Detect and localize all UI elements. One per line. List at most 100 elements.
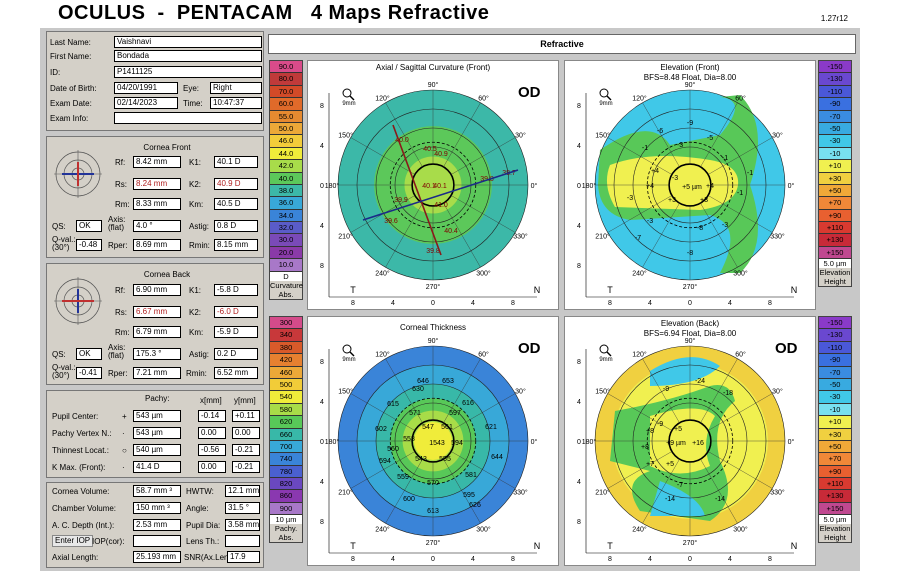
magnifier-handle — [606, 351, 612, 357]
cf-k1-value: 40.1 D — [214, 156, 258, 168]
scale-cell: 700 — [270, 440, 302, 454]
elevation-back-color-scale[interactable]: -150 -130 -110 -90 -70 -50 -30 -10 +10 +30 +50 +70 +… — [818, 316, 852, 544]
map-value-label: 40.1 — [433, 183, 447, 190]
first-name-field[interactable]: Bondada — [114, 50, 262, 62]
od-label-elev-back: OD — [775, 340, 798, 357]
angle-label: 0° — [531, 182, 538, 190]
lens-th-label: Lens Th.: — [186, 537, 220, 546]
cb-qs-label: QS: — [52, 350, 66, 359]
last-name-field[interactable]: Vaishnavi — [114, 36, 262, 48]
scale-caption: Curvature — [270, 280, 303, 290]
map-value-label: 40.0 — [395, 137, 409, 144]
angle-label: 270° — [683, 283, 698, 291]
angle-label: 210° — [338, 489, 353, 497]
map-value-label: +4 — [651, 168, 659, 175]
map-value-label: +4 — [706, 183, 714, 190]
angle-label: Angle: — [186, 504, 209, 513]
scale-cell: 42.0 — [270, 160, 302, 173]
zoom-label: 9mm — [599, 101, 612, 107]
yellow-elevation-zone — [606, 156, 739, 210]
cb-rper-value: 7.21 mm — [133, 367, 181, 379]
angle-label: 330° — [770, 489, 785, 497]
map-spoke — [700, 458, 738, 524]
y-axis-tick: 4 — [320, 399, 324, 406]
map-value-label: +9 µm — [666, 440, 686, 447]
scale-caption: 5.0 µm — [819, 515, 851, 525]
curvature-color-scale[interactable]: 90.0 80.0 70.0 60.0 55.0 50.0 46.0 44.0 42.0 40.0… — [269, 60, 303, 300]
map-value-label: -1 — [642, 145, 648, 152]
cf-rmin-label: Rmin: — [189, 241, 210, 250]
scale-cell: +110 — [819, 478, 851, 491]
map-value-label: -24 — [695, 378, 705, 385]
dob-field[interactable]: 04/20/1991 — [114, 82, 178, 94]
cornea-back-panel: Cornea Back — [46, 263, 264, 385]
scale-cell: +150 — [819, 246, 851, 260]
thickness-color-scale[interactable]: 300 340 380 420 460 500 540 580 620 660 700 740 780 8… — [269, 316, 303, 544]
map-value-label: 40.5 — [423, 146, 437, 153]
blue-elevation-zone — [650, 481, 705, 516]
map-subtitle: BFS=8.48 Float, Dia=8.00 — [643, 73, 737, 82]
map-spoke — [443, 202, 481, 268]
map-title: Corneal Thickness — [399, 323, 467, 332]
cf-qs-value[interactable]: OK — [76, 220, 102, 232]
angle-label: 90° — [685, 337, 696, 345]
elevation-front-color-scale[interactable]: -150 -130 -110 -90 -70 -50 -30 -10 +10 +30 +50 +70 +… — [818, 60, 852, 288]
map-value-label: +5 — [674, 426, 682, 433]
cb-rf-value: 6.90 mm — [133, 284, 181, 296]
map-value-label: +5 µm — [682, 184, 702, 191]
cf-km-value: 40.5 D — [214, 198, 258, 210]
x-axis-tick: 8 — [351, 556, 355, 563]
y-axis-tick: 0 — [577, 439, 581, 446]
scale-cell: 70.0 — [270, 85, 302, 99]
dob-label: Date of Birth: — [50, 84, 97, 93]
map-spoke — [607, 451, 673, 489]
scale-cell: -130 — [819, 329, 851, 342]
scale-cell: +90 — [819, 209, 851, 223]
cf-rf-label: Rf: — [115, 158, 126, 167]
time-field[interactable]: 10:47:37 — [210, 97, 262, 109]
exam-info-label: Exam Info: — [50, 114, 89, 123]
snr-value: 17.9 — [227, 551, 260, 563]
exam-date-field[interactable]: 02/14/2023 — [114, 97, 178, 109]
map-spoke — [707, 451, 773, 489]
magnifier-icon — [342, 344, 352, 354]
map-value-label: 571 — [409, 410, 421, 417]
angle-label: 120° — [632, 95, 647, 103]
map-value-label: -3 — [672, 175, 678, 182]
cf-k2-label: K2: — [189, 180, 202, 189]
map-value-label: +8 — [646, 428, 654, 435]
map-value-label: -3 — [647, 218, 653, 225]
map-value-label: 560 — [387, 446, 399, 453]
scale-cell: -150 — [819, 317, 851, 330]
magnifier-icon — [342, 88, 352, 98]
temporal-label: T — [350, 285, 356, 295]
od-label-thickness: OD — [518, 340, 541, 357]
angle-label: 150° — [338, 388, 353, 396]
cb-qs-value[interactable]: OK — [76, 348, 102, 360]
cb-rmin-label: Rmin: — [186, 369, 207, 378]
id-field[interactable]: P1411125 — [114, 66, 262, 78]
scale-cell: -70 — [819, 366, 851, 379]
nasal-label: N — [534, 285, 541, 295]
map-value-label: +4 — [646, 183, 654, 190]
pachy-row-symbol: · — [122, 463, 125, 472]
cf-astig-value: 0.8 D — [214, 220, 258, 232]
angle-label: 180° — [582, 438, 597, 446]
map-value-label: 561 — [441, 424, 453, 431]
exam-info-field[interactable] — [114, 112, 262, 124]
cf-axis-value: 4.0 ° — [133, 220, 181, 232]
map-spoke — [443, 102, 481, 168]
enter-iop-button[interactable]: Enter IOP — [52, 535, 94, 547]
id-label: ID: — [50, 68, 61, 77]
angle-value: 31.5 ° — [225, 502, 260, 514]
map-spoke — [350, 393, 416, 431]
temporal-label: T — [607, 285, 613, 295]
pachy-row-label: K Max. (Front): — [52, 463, 106, 472]
map-value-label: +8 — [641, 444, 649, 451]
eye-field[interactable]: Right — [210, 82, 262, 94]
map-value-label: 594 — [451, 440, 463, 447]
scale-cell: +30 — [819, 428, 851, 441]
scale-cell: 300 — [270, 317, 302, 330]
zoom-label: 9mm — [599, 357, 612, 363]
map-value-label: 626 — [469, 502, 481, 509]
